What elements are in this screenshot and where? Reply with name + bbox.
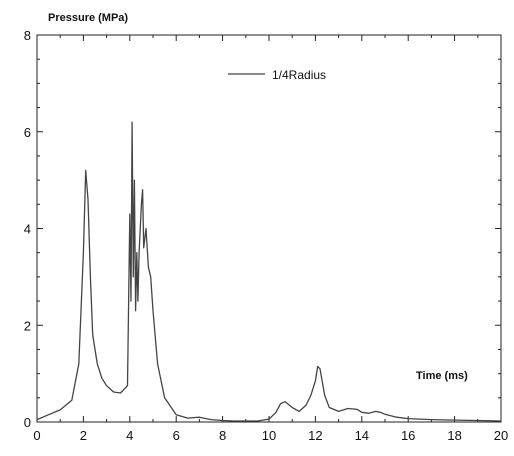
x-tick-label: 12	[308, 428, 322, 443]
x-tick-label: 16	[401, 428, 415, 443]
x-axis-label: Time (ms)	[416, 370, 468, 382]
y-tick-label: 2	[24, 318, 31, 333]
y-tick-label: 6	[24, 125, 31, 140]
y-tick-label: 4	[24, 222, 31, 237]
x-tick-label: 0	[33, 428, 40, 443]
y-axis-label: Pressure (MPa)	[48, 12, 128, 24]
y-tick-label: 0	[24, 415, 31, 430]
legend-label: 1/4Radius	[272, 68, 326, 82]
x-tick-label: 8	[219, 428, 226, 443]
plot-frame	[36, 34, 502, 423]
x-tick-label: 6	[173, 428, 180, 443]
x-tick-label: 10	[262, 428, 276, 443]
x-tick-label: 18	[447, 428, 461, 443]
legend: 1/4Radius	[228, 68, 326, 82]
x-tick-label: 2	[80, 428, 87, 443]
x-tick-label: 4	[126, 428, 133, 443]
y-tick-label: 8	[24, 28, 31, 43]
series-line-0	[36, 121, 502, 422]
x-tick-label: 14	[355, 428, 369, 443]
x-tick-label: 20	[494, 428, 508, 443]
series-lines	[36, 121, 502, 422]
axis-ticks: 0 2 4 6 8 10 12 14 16 18 20 0 2 4 6 8	[24, 28, 508, 443]
